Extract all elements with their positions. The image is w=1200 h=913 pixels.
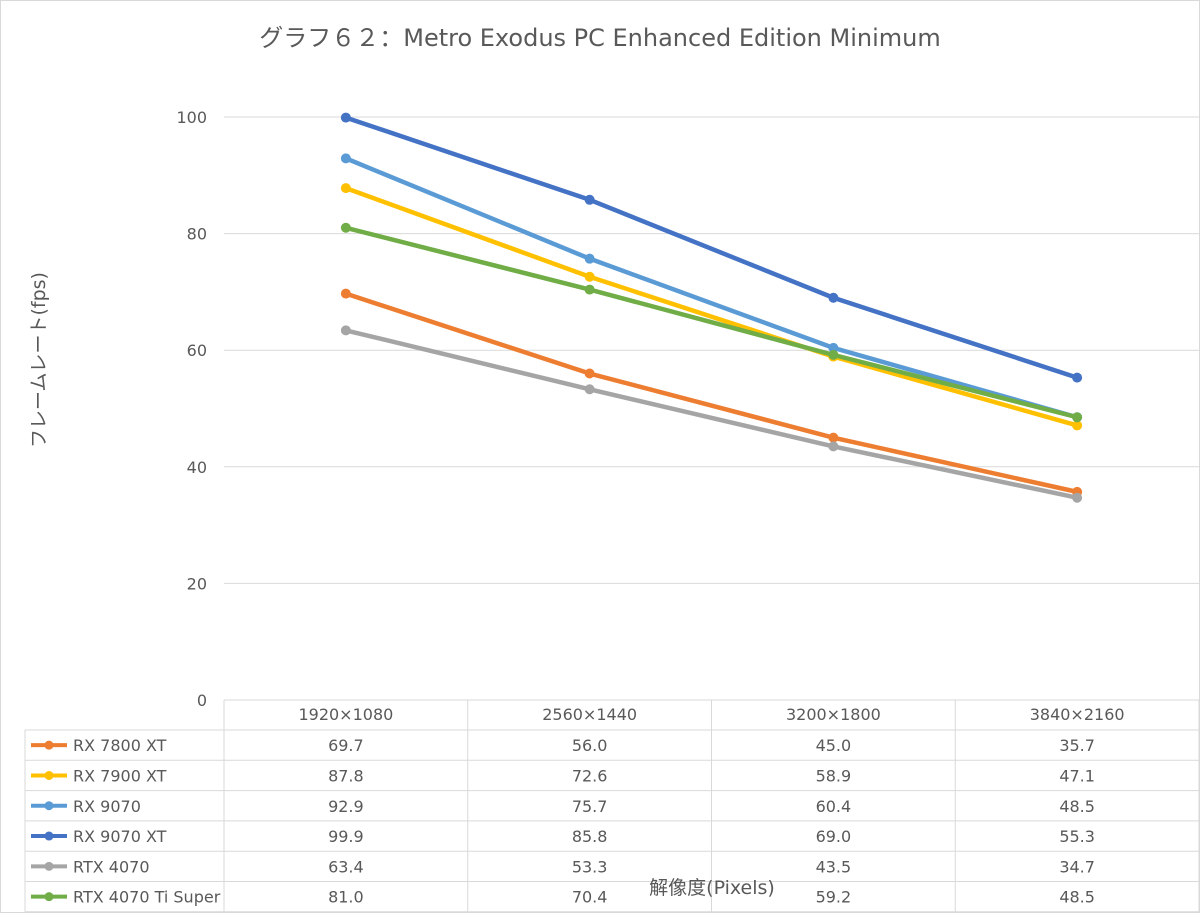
data-label: 43.5 [816, 857, 852, 876]
data-point [1072, 420, 1083, 431]
data-point [340, 222, 351, 233]
legend-key-marker [44, 861, 54, 871]
data-point [828, 342, 839, 353]
data-point [584, 384, 595, 395]
data-point [340, 112, 351, 123]
y-axis-label: フレームレート(fps) [28, 272, 50, 448]
legend-key-marker [44, 770, 54, 780]
data-label: 34.7 [1059, 857, 1095, 876]
data-label: 99.9 [328, 827, 364, 846]
y-tick-labels: 0 20 40 60 80 100 [176, 108, 207, 710]
chart-title: グラフ６２：Metro Exodus PC Enhanced Edition M… [259, 24, 941, 52]
data-point [828, 349, 839, 360]
series-line [343, 156, 1080, 420]
data-label: 72.6 [572, 766, 608, 785]
legend-label: RX 9070 [73, 797, 141, 816]
data-label: 69.7 [328, 736, 364, 755]
x-axis-label: 解像度(Pixels) [649, 877, 775, 899]
data-label: 45.0 [816, 736, 852, 755]
data-point [340, 183, 351, 194]
y-tick-label: 60 [187, 341, 207, 360]
x-tick-label: 2560×1440 [542, 705, 637, 724]
data-point [1072, 412, 1083, 423]
data-point [1072, 492, 1083, 503]
legend-label: RX 9070 XT [73, 827, 167, 846]
data-point [584, 194, 595, 205]
data-label: 63.4 [328, 857, 364, 876]
y-tick-label: 80 [187, 225, 207, 244]
data-label: 48.5 [1059, 888, 1095, 907]
data-label: 55.3 [1059, 827, 1095, 846]
series-lines [340, 112, 1083, 503]
data-label: 48.5 [1059, 797, 1095, 816]
legend-label: RTX 4070 Ti Super [73, 888, 221, 907]
gridlines [224, 116, 1199, 584]
legend-label: RX 7900 XT [73, 766, 167, 785]
data-point [828, 292, 839, 303]
data-point [828, 441, 839, 452]
data-label: 58.9 [816, 766, 852, 785]
data-point [584, 284, 595, 295]
data-label: 70.4 [572, 888, 608, 907]
legend-key-marker [44, 831, 54, 841]
data-label: 87.8 [328, 766, 364, 785]
data-point [584, 368, 595, 379]
data-label: 81.0 [328, 888, 364, 907]
x-tick-label: 3200×1800 [786, 705, 881, 724]
series-line [343, 115, 1080, 380]
y-tick-label: 20 [187, 574, 207, 593]
legend-key-marker [44, 892, 54, 902]
data-table: 1920×1080 2560×1440 3200×1800 3840×2160 RX 7… [24, 699, 1200, 913]
data-point [340, 325, 351, 336]
data-point [584, 253, 595, 264]
data-point [340, 288, 351, 299]
x-tick-label: 1920×1080 [298, 705, 393, 724]
data-label: 92.9 [328, 797, 364, 816]
data-point [1072, 372, 1083, 383]
series-line [343, 225, 1080, 420]
data-label: 59.2 [816, 888, 852, 907]
legend-key-marker [44, 740, 54, 750]
legend-key-marker [44, 801, 54, 811]
data-label: 60.4 [816, 797, 852, 816]
data-point [584, 271, 595, 282]
data-label: 56.0 [572, 736, 608, 755]
y-tick-label: 0 [197, 691, 207, 710]
data-point [340, 153, 351, 164]
data-label: 35.7 [1059, 736, 1095, 755]
series-line [343, 328, 1080, 500]
series-line [343, 291, 1080, 495]
data-point [828, 432, 839, 443]
data-label: 69.0 [816, 827, 852, 846]
data-label: 85.8 [572, 827, 608, 846]
series-line [343, 185, 1080, 428]
x-tick-label: 3840×2160 [1030, 705, 1125, 724]
data-label: 75.7 [572, 797, 608, 816]
data-label: 47.1 [1059, 766, 1095, 785]
y-tick-label: 100 [176, 108, 207, 127]
y-tick-label: 40 [187, 458, 207, 477]
legend-label: RTX 4070 [73, 857, 150, 876]
data-label: 53.3 [572, 857, 608, 876]
legend-label: RX 7800 XT [73, 736, 167, 755]
